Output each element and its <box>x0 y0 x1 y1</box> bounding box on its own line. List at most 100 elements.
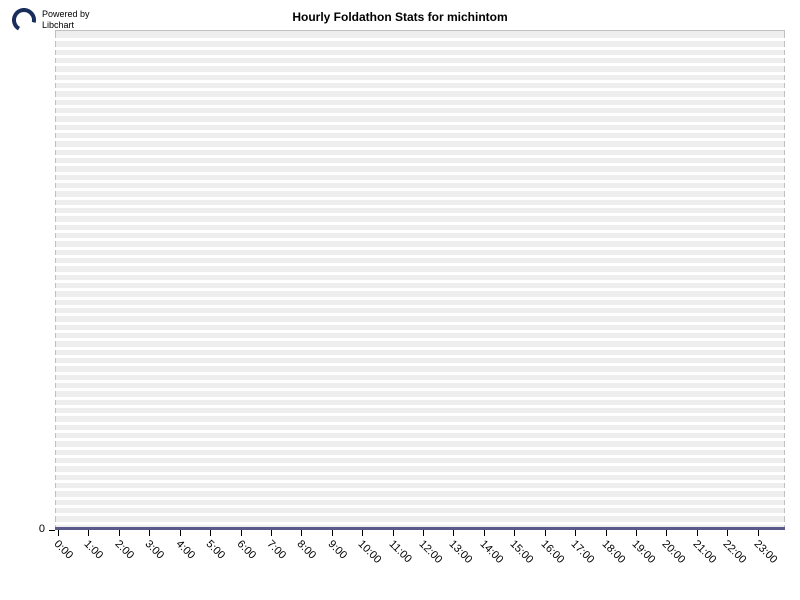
x-tick-label: 17:00 <box>569 538 597 566</box>
x-tick-label: 15:00 <box>508 538 536 566</box>
x-tick-mark <box>119 530 120 536</box>
x-tick-mark <box>301 530 302 536</box>
gridline <box>55 363 785 366</box>
gridline <box>55 388 785 391</box>
gridline <box>55 55 785 58</box>
x-tick-mark <box>271 530 272 536</box>
x-tick-mark <box>149 530 150 536</box>
x-tick-mark <box>241 530 242 536</box>
gridline <box>55 522 785 525</box>
x-tick-label: 21:00 <box>690 538 718 566</box>
gridline <box>55 222 785 225</box>
x-tick-mark <box>727 530 728 536</box>
gridline <box>55 188 785 191</box>
gridline <box>55 155 785 158</box>
x-tick-mark <box>88 530 89 536</box>
x-tick-mark <box>180 530 181 536</box>
gridline <box>55 105 785 108</box>
x-tick-label: 7:00 <box>264 538 288 562</box>
gridline <box>55 180 785 183</box>
gridline <box>55 380 785 383</box>
x-tick-label: 14:00 <box>477 538 505 566</box>
gridline <box>55 230 785 233</box>
gridline <box>55 88 785 91</box>
gridline <box>55 472 785 475</box>
y-tick-mark <box>49 530 55 531</box>
x-tick-mark <box>545 530 546 536</box>
gridline <box>55 430 785 433</box>
x-tick-label: 13:00 <box>447 538 475 566</box>
gridline <box>55 338 785 341</box>
gridline <box>55 80 785 83</box>
gridline <box>55 122 785 125</box>
x-tick-label: 2:00 <box>112 538 136 562</box>
x-tick-label: 19:00 <box>629 538 657 566</box>
x-tick-label: 16:00 <box>538 538 566 566</box>
gridline <box>55 413 785 416</box>
gridline <box>55 288 785 291</box>
gridline <box>55 113 785 116</box>
x-tick-mark <box>575 530 576 536</box>
gridline <box>55 247 785 250</box>
gridline <box>55 138 785 141</box>
x-tick-mark <box>393 530 394 536</box>
gridline <box>55 513 785 516</box>
x-tick-label: 5:00 <box>204 538 228 562</box>
x-tick-mark <box>758 530 759 536</box>
x-tick-label: 0:00 <box>52 538 76 562</box>
x-tick-mark <box>362 530 363 536</box>
gridline <box>55 488 785 491</box>
gridline <box>55 397 785 400</box>
gridline <box>55 313 785 316</box>
x-tick-mark <box>606 530 607 536</box>
x-tick-mark <box>484 530 485 536</box>
x-tick-label: 23:00 <box>751 538 779 566</box>
gridline <box>55 480 785 483</box>
gridline <box>55 347 785 350</box>
gridline <box>55 497 785 500</box>
gridline <box>55 163 785 166</box>
x-tick-mark <box>332 530 333 536</box>
gridline <box>55 130 785 133</box>
chart-title: Hourly Foldathon Stats for michintom <box>0 10 800 24</box>
gridline <box>55 322 785 325</box>
gridline <box>55 272 785 275</box>
gridline <box>55 263 785 266</box>
gridline <box>55 72 785 75</box>
x-tick-mark <box>514 530 515 536</box>
y-tick-label: 0 <box>0 523 45 535</box>
gridline <box>55 47 785 50</box>
x-tick-mark <box>58 530 59 536</box>
gridline <box>55 213 785 216</box>
gridline <box>55 455 785 458</box>
x-tick-mark <box>697 530 698 536</box>
x-tick-mark <box>423 530 424 536</box>
x-tick-label: 9:00 <box>325 538 349 562</box>
x-tick-label: 3:00 <box>143 538 167 562</box>
gridline <box>55 205 785 208</box>
gridline <box>55 422 785 425</box>
gridline <box>55 63 785 66</box>
gridline <box>55 255 785 258</box>
gridline <box>55 238 785 241</box>
x-tick-label: 1:00 <box>82 538 106 562</box>
x-tick-mark <box>666 530 667 536</box>
x-tick-mark <box>210 530 211 536</box>
x-tick-label: 10:00 <box>356 538 384 566</box>
gridline <box>55 330 785 333</box>
x-tick-label: 22:00 <box>721 538 749 566</box>
gridline <box>55 38 785 41</box>
gridline <box>55 197 785 200</box>
gridline <box>55 447 785 450</box>
x-tick-mark <box>453 530 454 536</box>
x-tick-label: 12:00 <box>417 538 445 566</box>
gridline <box>55 355 785 358</box>
x-tick-label: 6:00 <box>234 538 258 562</box>
gridline <box>55 372 785 375</box>
x-tick-label: 18:00 <box>599 538 627 566</box>
x-tick-mark <box>636 530 637 536</box>
x-tick-label: 4:00 <box>173 538 197 562</box>
gridline <box>55 280 785 283</box>
gridline <box>55 172 785 175</box>
x-tick-label: 11:00 <box>386 538 413 565</box>
